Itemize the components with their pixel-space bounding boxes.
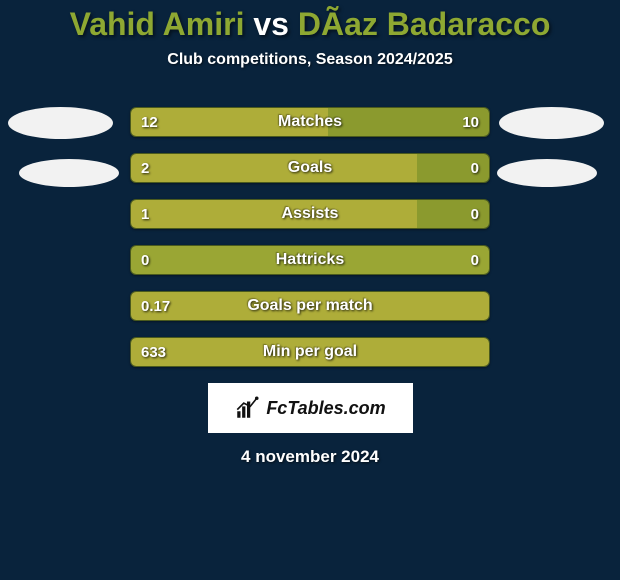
stat-bars: 1210Matches 20Goals 10Assists 00Hattricks 0.… <box>130 107 490 367</box>
stat-row: 20Goals <box>130 153 490 183</box>
stat-segment-left <box>131 200 417 228</box>
source-badge: FcTables.com <box>208 383 413 433</box>
stat-segment-right <box>310 246 489 274</box>
player-photo-oval <box>19 159 119 187</box>
chart-area: 1210Matches 20Goals 10Assists 00Hattricks 0.… <box>0 107 620 367</box>
stat-segment-left <box>131 246 310 274</box>
stat-segment-right <box>417 154 489 182</box>
stat-row: 00Hattricks <box>130 245 490 275</box>
stat-row: 10Assists <box>130 199 490 229</box>
player-photo-oval <box>8 107 113 139</box>
stat-segment-left <box>131 338 489 366</box>
stat-row: 633Min per goal <box>130 337 490 367</box>
stat-segment-left <box>131 108 328 136</box>
comparison-title: Vahid Amiri vs DÃaz Badaracco <box>0 0 620 43</box>
stat-segment-left <box>131 154 417 182</box>
vs-separator: vs <box>253 6 289 42</box>
competition-subtitle: Club competitions, Season 2024/2025 <box>0 51 620 69</box>
stat-segment-right <box>417 200 489 228</box>
player1-name: Vahid Amiri <box>70 6 245 42</box>
stat-segment-left <box>131 292 489 320</box>
stat-segment-right <box>328 108 489 136</box>
stat-row: 1210Matches <box>130 107 490 137</box>
fctables-logo-icon <box>234 395 260 421</box>
player-photo-oval <box>499 107 604 139</box>
snapshot-date: 4 november 2024 <box>0 447 620 467</box>
stat-row: 0.17Goals per match <box>130 291 490 321</box>
player-photo-oval <box>497 159 597 187</box>
player2-name: DÃaz Badaracco <box>298 6 551 42</box>
source-badge-text: FcTables.com <box>266 398 385 419</box>
